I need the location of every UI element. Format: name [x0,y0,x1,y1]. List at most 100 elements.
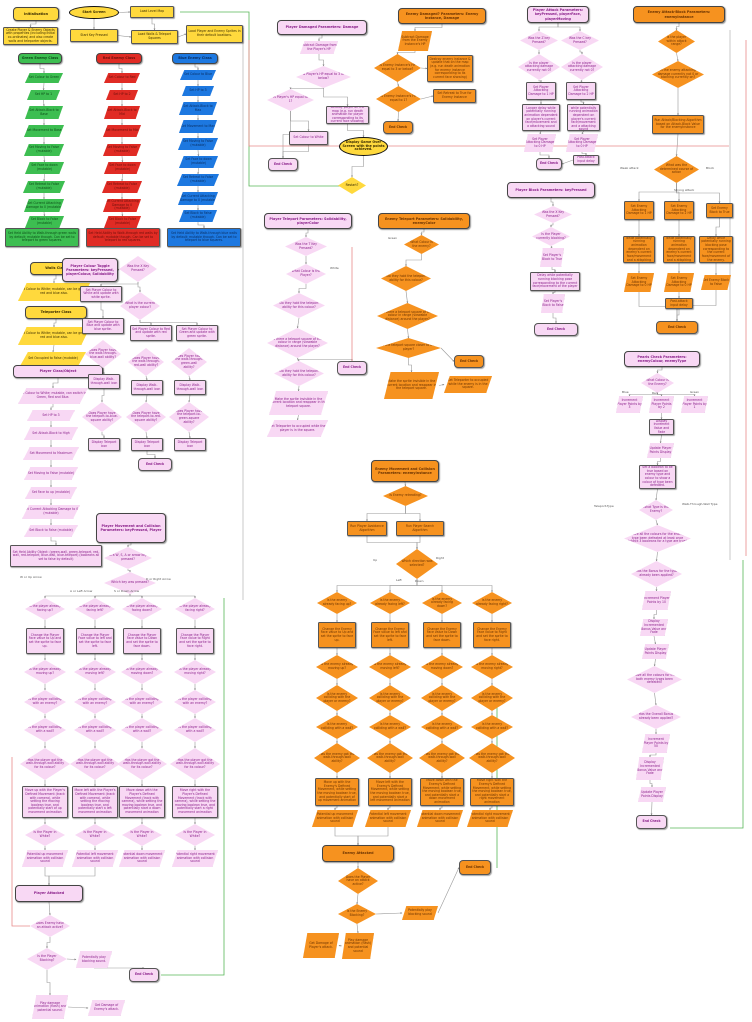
node-text: Player Colour Toggle Parameters: keyPres… [66,263,114,276]
player-attack-node: Shorter delay while potentially running … [567,104,600,131]
node-text: Start Screen [82,9,106,14]
pearls-check-header: Pearls Check Parameters: enemyColour, en… [624,351,700,367]
node-text: Is the player already facing down? [126,604,158,612]
player-movement-collision-node: Which key was pressed? [104,572,156,594]
branch-label: D or Right Arrow [146,577,171,581]
green-enemy-class-node: Set Colour to Green [25,73,63,83]
player-damaged-node: Restart? [338,177,366,194]
player-colour-toggle-node: Set Player Colour to White and update wi… [80,286,122,302]
enemy-movement-collision-node: Move left with the Enemy's Defined Movem… [368,778,412,806]
node-text: Does the Player have an attack active? [345,874,371,886]
node-text: Set Current Attacking Damage to 0 (mutab… [25,200,63,209]
node-text: Increment Player Points by 50 [643,737,669,749]
player-colour-toggle-node: Does Player have the teleport-to-red-squ… [126,402,166,432]
node-text: Change the Player Face value to left and… [78,632,112,648]
player-attacked-node: Play damage animation (flash) and potent… [32,995,68,1019]
player-movement-collision-node: Move right with the Player's Defined Mov… [172,786,218,818]
node-text: Potential down movement animation with c… [121,852,163,864]
node-text: Move down with the Player's Defined Move… [121,788,163,815]
enemy-movement-collision-node: Is the enemy colliding with a wall? [471,715,513,739]
enemy-damaged-node: Subtract Damage from the Enemy Instance'… [398,31,432,51]
node-text: Set Face to up (mutable) [31,490,71,495]
node-text: Play damage animation (flash) and potent… [33,1000,67,1012]
node-text: Load Player and Enemy Sprites in their d… [188,29,241,37]
node-text: Is the player colliding with a wall? [28,725,62,733]
node-text: Set Enemy Attacking Damage to 1 HP [626,204,652,216]
node-text: Set Retreat to False (mutable) [28,182,60,190]
player-class-object-node: Set Held Ability Object: (green-wall, gr… [10,545,102,567]
pearls-check-node: Has the Bonus for the type already been … [631,561,682,587]
green-enemy-class-header: Green Enemy Class [18,53,62,64]
red-enemy-class-node: Set Current Attacking Damage to 0 (mutab… [103,199,141,212]
enemy-movement-collision-node: Has the enemy got the walk-through-wall … [314,743,360,773]
pearls-check-node: What Type is the Enemy? [639,500,673,520]
node-text: Potential left movement animation with c… [369,812,407,824]
branch-label: Walk-Through-Wall Type [682,502,718,506]
enemy-attacked-node: Play damage animation (flash) and potent… [342,933,374,959]
enemy-attack-block-node: Longer delay while potentially running a… [623,236,655,263]
player-block-node: Set Player's Block to True [540,248,564,267]
pearls-check-node: Has the Overall Bonus already been appli… [631,705,681,729]
player-colour-toggle-node: Display Walk-through-wall icon [174,380,206,395]
node-text: Set Player's Block to False [542,298,564,307]
node-text: Set Player Colour to Green and update wi… [179,326,215,338]
red-enemy-class-header: Red Enemy Class [96,53,142,64]
enemy-teleport-node: Is there a teleport square of this colou… [377,303,438,329]
player-colour-toggle-node: Display Teleport icon [88,438,120,451]
player-movement-collision-node: Has the player got the walk-through-wall… [70,748,120,780]
node-text: Is the enemy colliding with a wall? [373,722,407,730]
node-text: Set Colour to Red [108,75,136,80]
node-text: Set Enemy Attacking Damage to 2 HP [666,204,692,216]
node-text: Increment Player Points by 1 [682,398,707,410]
node-text: Set Teleporter to occupied while the ene… [447,378,489,390]
node-text: Initialisation [23,11,49,16]
pearls-check-node: Increment Player Points by 1 [681,396,708,413]
enemy-movement-collision-node: Is the enemy colliding with a wall? [421,715,463,739]
node-text: Has the Overall Bonus already been appli… [638,712,674,720]
player-attacked-node: Does Enemy have an attack active? [30,915,70,937]
node-text: Set Retreat to False (mutable) [182,175,214,183]
enemy-teleport-node: Do they hold the teleport ability for th… [381,266,431,291]
player-colour-toggle-node: Does Player have the walk-through-red-wa… [128,348,164,376]
node-text: Is Player's HP equal to 3 or below? [302,72,345,80]
branch-label: Down [415,579,424,583]
player-movement-collision-node: Is the Player in White? [75,824,115,846]
player-block-node: End Check [534,323,578,336]
node-text: Set Current Attacking Damage to 0 (mutab… [105,199,139,211]
enemy-movement-collision-node: Has the enemy got the walk-through-wall … [419,743,465,773]
node-text: End Check [273,161,293,166]
node-text: Set Player Attacking Damage to 1 HP [528,84,554,96]
enemy-teleport-node: What Colour is the enemy? [404,235,439,254]
node-text: End Check [546,326,566,331]
node-text: Teleporter Class [40,310,72,315]
node-text: Do they hold the teleport ability for th… [279,300,319,309]
player-class-object-node: Set Movement to Maximum [23,447,79,460]
enemy-damaged-node: Set Retreat to True for Enemy Instance [433,89,476,103]
player-movement-collision-node: Is the player colliding with a wall? [121,718,163,742]
player-damaged-node: Is Player's HP equal to 1? [267,89,314,111]
node-text: Is the player already facing right? [179,604,211,612]
blue-enemy-class-node: Set Colour to Blue [180,70,216,80]
node-text: Restart? [345,182,359,187]
node-text: Display Teleport icon [134,439,160,448]
node-text: Increment Player Points by 2 [651,398,672,410]
player-movement-collision-header: Player Movement and Collision Parameters… [96,513,166,543]
node-text: Is the Player in White? [130,830,154,838]
initialisation-node: Start Key Pressed [70,29,118,42]
node-text: Is the enemy attacking damage currently … [657,68,699,80]
node-text: Set Attack-Block to Mid [107,107,137,116]
node-text: Have all the colours for the enemy type … [628,532,687,544]
branch-label: Green [690,390,700,394]
node-text: Is the enemy already moving right? [475,662,509,670]
node-text: Is the player colliding with an enemy? [78,697,112,705]
node-text: Is the enemy colliding with a wall? [425,722,459,730]
initialisation-node: Load Walls & Teleport Squares [131,30,178,44]
node-text: Set Colour to Green [28,75,60,80]
player-movement-collision-node: Is the player already moving up? [24,660,66,684]
node-text: Is there a teleport square of this colou… [272,336,323,348]
player-movement-collision-node: Has the player got the walk-through-wall… [117,748,167,780]
enemy-attack-block-node: Set Enemy Attacking Damage to 1 HP [624,201,654,220]
blue-enemy-class-node: Set Retreat to False (mutable) [177,174,219,186]
node-text: Set HP to 2 [113,92,131,97]
green-enemy-class-node: Set Held Ability to Walk-through green w… [5,228,79,247]
